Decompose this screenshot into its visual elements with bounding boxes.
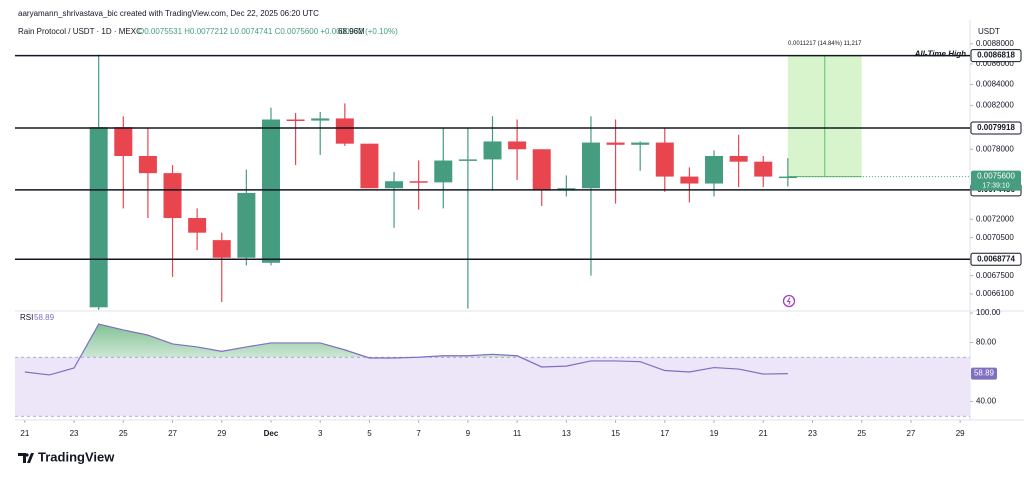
x-tick-label: 29 (956, 429, 965, 438)
y-tick-label: 0.0072000 (976, 214, 1014, 223)
candle-body (385, 181, 404, 189)
candle-body (631, 142, 650, 145)
x-tick-label: 21 (20, 429, 29, 438)
x-tick-label: 25 (119, 429, 128, 438)
x-tick-label: 21 (759, 429, 768, 438)
candle-body (114, 127, 133, 157)
last-price-tag (971, 170, 1021, 191)
x-tick-label: Dec (264, 429, 279, 438)
candle-body (138, 156, 157, 174)
x-tick-label: 15 (611, 429, 620, 438)
candle-body (778, 176, 797, 179)
x-tick-label: 13 (562, 429, 571, 438)
credit: aaryamann_shrivastava_bic created with T… (18, 9, 319, 18)
candle-body (655, 142, 674, 177)
logo (18, 453, 34, 463)
price-axis-label: USDT (978, 27, 1000, 36)
candle-body (360, 143, 379, 189)
rsi-tag-label: 58.89 (974, 369, 995, 378)
ohlc: O0.0075531 H0.0077212 L0.0074741 C0.0075… (138, 27, 398, 36)
alert-icon (782, 294, 796, 308)
overbought-fill (80, 324, 521, 358)
x-tick-label: 9 (466, 429, 471, 438)
x-tick-label: 7 (416, 429, 421, 438)
candle-body (754, 161, 773, 177)
candle-body (508, 141, 527, 150)
y-tick-label: 40.00 (976, 397, 997, 406)
candle-body (286, 119, 305, 122)
candle-body (188, 218, 207, 233)
candle-body (729, 156, 748, 162)
candle-body (532, 149, 551, 191)
rsi-value: 58.89 (34, 313, 55, 322)
candle-body (680, 176, 699, 184)
y-tick-label: 0.0088000 (976, 39, 1014, 48)
candle-body (705, 156, 724, 184)
rsi-band (15, 357, 970, 417)
measure-label: 0.0011217 (14.84%) 11,217 (788, 41, 862, 47)
level-name: All-Time High (914, 50, 967, 59)
y-tick-label: 0.0070500 (976, 233, 1014, 242)
x-tick-label: 23 (70, 429, 79, 438)
x-tick-label: 5 (367, 429, 372, 438)
y-tick-label: 80.00 (976, 338, 997, 347)
y-tick-label: 0.0084000 (976, 80, 1014, 89)
candle-body (311, 118, 330, 121)
x-tick-label: 27 (168, 429, 177, 438)
candle-body (237, 192, 256, 258)
candle-body (335, 118, 354, 144)
candle-body (89, 127, 108, 308)
x-tick-label: 3 (318, 429, 323, 438)
rsi-tag (971, 367, 997, 380)
countdown: 17:39:10 (982, 182, 1009, 189)
level-tag (970, 121, 1022, 135)
y-tick-label: 0.0086000 (976, 59, 1014, 68)
x-tick-label: 25 (857, 429, 866, 438)
candle-body (606, 142, 625, 145)
y-tick-label: 0.0082000 (976, 101, 1014, 110)
candle-body (483, 141, 502, 160)
x-tick-label: 19 (710, 429, 719, 438)
rsi-line (24, 323, 788, 376)
level-label: 0.0079918 (977, 123, 1015, 132)
candle-body (581, 142, 600, 189)
candle-body (434, 160, 453, 183)
x-tick-label: 11 (513, 429, 522, 438)
x-tick-label: 27 (906, 429, 915, 438)
last-price-label: 0.0075600 (977, 172, 1015, 181)
y-tick-label: 0.0067500 (976, 271, 1014, 280)
candle-body (458, 159, 477, 161)
level-tag (970, 252, 1022, 266)
rsi-name: RSI (20, 313, 33, 322)
candle-body (261, 119, 280, 263)
y-tick-label: 0.0066100 (976, 289, 1014, 298)
level-label: 0.0086818 (977, 51, 1015, 60)
x-tick-label: 23 (808, 429, 817, 438)
brand: TradingView (38, 449, 115, 464)
y-tick-label: 100.00 (976, 308, 1001, 317)
candle-body (163, 173, 182, 219)
x-tick-label: 29 (217, 429, 226, 438)
candle-body (212, 240, 231, 258)
y-tick-label: 0.0078000 (976, 144, 1014, 153)
level-label: 0.0068774 (977, 254, 1015, 263)
candle-body (409, 181, 428, 183)
volume: 68.96M (338, 27, 365, 36)
level-tag (970, 49, 1022, 63)
symbol: Rain Protocol / USDT · 1D · MEXC (18, 27, 142, 36)
x-tick-label: 17 (660, 429, 669, 438)
